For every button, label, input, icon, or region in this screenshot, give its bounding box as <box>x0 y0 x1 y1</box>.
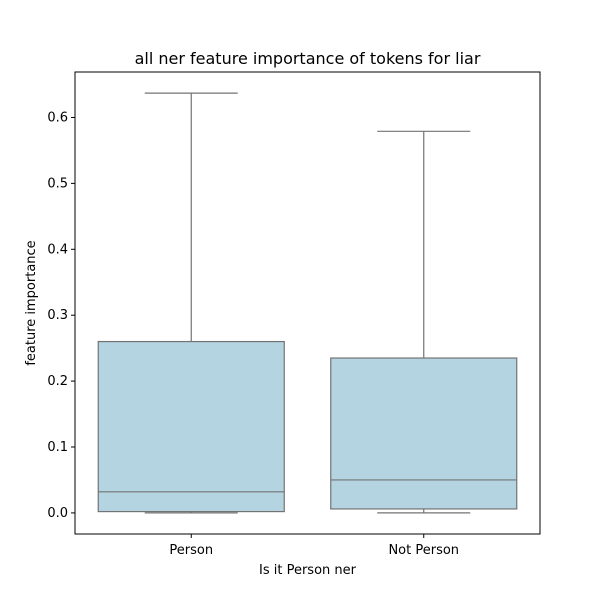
x-tick-label: Person <box>169 543 213 558</box>
box-iqr <box>97 340 285 513</box>
plot-area: 0.0 0.1 0.2 0.3 0.4 0.5 0.6 Person Not Person <box>47 71 541 558</box>
chart-title: all ner feature importance of tokens for… <box>135 49 481 68</box>
y-tick-label: 0.6 <box>47 110 68 125</box>
y-tick-label: 0.1 <box>47 440 68 455</box>
axes-frame <box>74 71 541 535</box>
y-tick-label: 0.4 <box>47 242 68 257</box>
y-axis-label: feature importance <box>24 240 39 365</box>
y-tick-label: 0.0 <box>47 506 68 521</box>
x-axis-label: Is it Person ner <box>259 563 357 578</box>
box-iqr <box>330 357 518 510</box>
y-tick-label: 0.5 <box>47 176 68 191</box>
x-tick-label: Not Person <box>388 543 459 558</box>
y-tick-label: 0.3 <box>47 308 68 323</box>
y-tick-label: 0.2 <box>47 374 68 389</box>
